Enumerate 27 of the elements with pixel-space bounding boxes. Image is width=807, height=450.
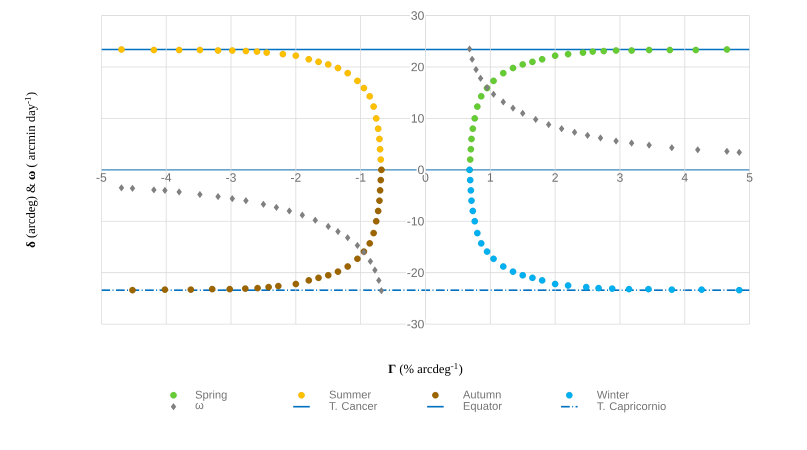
x-tick-label: -5 [96, 173, 106, 182]
legend-label: ω [196, 403, 204, 410]
y-tick-label: 0 [418, 166, 424, 174]
x-tick-label: 3 [617, 173, 623, 182]
x-tick-label: 1 [488, 173, 494, 182]
y-tick-label: 10 [412, 114, 424, 123]
y-tick-label: 20 [411, 62, 424, 72]
legend-label: Equator [464, 402, 502, 412]
x-tick-label: 5 [746, 173, 752, 182]
x-tick-label: 4 [682, 173, 688, 182]
x-tick-label: -3 [226, 173, 236, 182]
y-axis-title: δ (arcdeg) & ω ( arcmin day$^{-1}$) [24, 92, 38, 248]
x-axis-title: Γ (% arcdeg$^{-1}$) [388, 363, 462, 376]
y-tick-label: -30 [407, 320, 424, 329]
legend-label: T. Cancer [329, 402, 378, 410]
legend-label: Autumn [462, 390, 501, 399]
y-tick-label: -10 [407, 217, 424, 226]
legend-label: Summer [330, 390, 371, 399]
legend-label: T. Capricornio [597, 402, 666, 412]
x-tick-label: -1 [356, 173, 366, 182]
x-tick-label: -2 [290, 173, 301, 182]
legend-label: Winter [596, 390, 629, 399]
x-tick-label: -4 [161, 173, 172, 182]
y-tick-label: -20 [407, 268, 424, 278]
y-tick-label: 30 [411, 11, 424, 20]
legend-label: Spring [196, 390, 227, 402]
x-tick-label: 2 [552, 173, 558, 182]
